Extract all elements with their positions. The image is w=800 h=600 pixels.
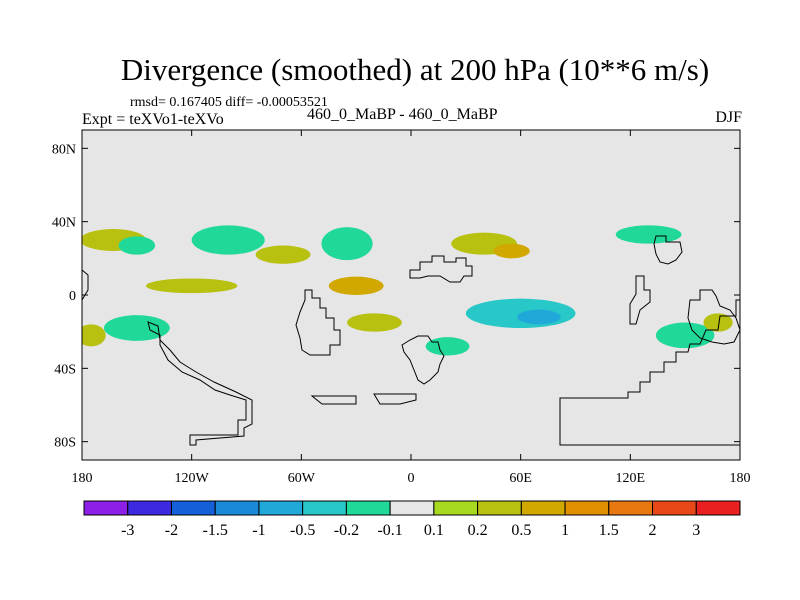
colorbar-swatch (477, 500, 522, 516)
colorbar-label: -3 (121, 522, 134, 539)
y-tick-label: 40N (52, 216, 76, 231)
x-tick-label: 60W (288, 471, 316, 486)
field-eq-band-pos (145, 278, 238, 294)
stats-label: rmsd= 0.167405 diff= -0.00053521 (130, 95, 328, 110)
colorbar-swatch (652, 500, 697, 516)
colorbar-label: -1 (252, 522, 265, 539)
field-eq-atlantic-pos (328, 276, 384, 296)
x-tick-label: 120W (175, 471, 210, 486)
field-sh-africa-neg (425, 337, 470, 356)
coast-west-edge (82, 269, 89, 301)
field-nh-band-central-pos (255, 245, 311, 264)
x-tick-label: 120E (616, 471, 646, 486)
colorbar-label: 0.1 (424, 522, 444, 539)
colorbar-swatch (302, 500, 347, 516)
x-tick-label: 180 (730, 471, 751, 486)
colorbar-label: -0.5 (290, 522, 315, 539)
coast-pacific-islands (629, 275, 651, 325)
coast-southern-islands (310, 393, 417, 405)
field-sh-band-west (103, 315, 170, 341)
colorbar-swatch (127, 500, 172, 516)
coast-east-asia (653, 235, 683, 265)
y-axis: 80N 40N 0 40S 80S (52, 142, 740, 451)
field-nh-band-central (191, 225, 265, 255)
coastline (82, 235, 740, 446)
colorbar-label: 0.5 (511, 522, 531, 539)
colorbar-label: 1 (561, 522, 569, 539)
x-tick-label: 60E (509, 471, 532, 486)
colorbar-swatch (389, 500, 435, 516)
colorbar-swatch (520, 500, 566, 516)
field-eq-indian-core (517, 309, 561, 325)
coast-africa (401, 335, 445, 385)
field-sh-atlantic-pos (347, 313, 402, 332)
field-nh-pacific-neg (615, 225, 682, 244)
y-tick-label: 80N (52, 142, 76, 157)
field-nh-band-west-neg (118, 236, 156, 255)
colorbar-label: 2 (649, 522, 657, 539)
colorbar-swatch (695, 500, 741, 516)
colorbar-label: 3 (692, 522, 700, 539)
colorbar-swatch (433, 500, 479, 516)
y-tick-label: 0 (69, 289, 76, 304)
plot-title: Divergence (smoothed) at 200 hPa (10**6 … (120, 52, 710, 87)
field-sh-pacific-neg (655, 322, 715, 349)
y-tick-label: 40S (54, 362, 76, 377)
colorbar-swatch (83, 500, 129, 516)
colorbar-swatch (258, 500, 304, 516)
colorbar-swatch (608, 500, 654, 516)
coast-asia (409, 255, 473, 283)
field-sh-pacific-pos (703, 313, 733, 332)
case-label: 460_0_MaBP - 460_0_MaBP (307, 106, 498, 123)
x-axis: 180 120W 60W 0 60E 120E 180 (72, 130, 751, 486)
y-tick-label: 80S (54, 436, 76, 451)
coast-australia (687, 289, 740, 345)
map-background (82, 130, 740, 460)
x-tick-label: 180 (72, 471, 93, 486)
experiment-label: Expt = teXVo1-teXVo (82, 111, 224, 128)
colorbar-label: -0.2 (334, 522, 359, 539)
divergence-field (82, 225, 733, 356)
colorbar-swatch (214, 500, 260, 516)
colorbar-swatch (564, 500, 610, 516)
colorbar-swatch (345, 500, 391, 516)
colorbar-label: 1.5 (599, 522, 619, 539)
coast-antarctica (147, 299, 740, 446)
coast-south-america (295, 289, 341, 356)
colorbar-label: 0.2 (468, 522, 488, 539)
colorbar-label: -1.5 (203, 522, 228, 539)
colorbar-swatch (170, 500, 216, 516)
field-nh-band-east (321, 227, 373, 261)
field-sh-band-pos (82, 324, 106, 347)
season-label: DJF (715, 109, 742, 126)
x-tick-label: 0 (408, 471, 415, 486)
colorbar-label: -0.1 (377, 522, 402, 539)
colorbar-label: -2 (165, 522, 178, 539)
field-nh-asia-strong (493, 243, 530, 259)
colorbar: -3 -2 -1.5 -1 -0.5 -0.2 -0.1 0.1 0.2 0.5 1 1.5 2 3 (83, 500, 741, 539)
